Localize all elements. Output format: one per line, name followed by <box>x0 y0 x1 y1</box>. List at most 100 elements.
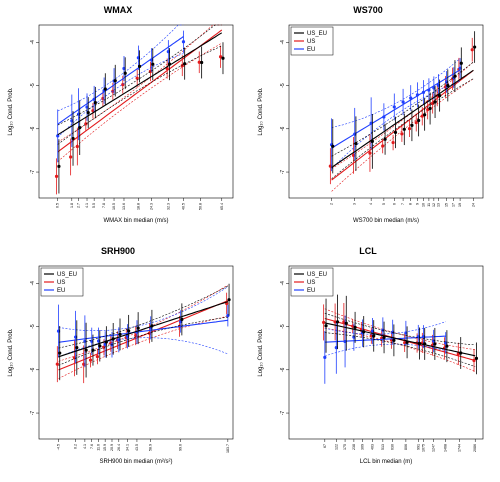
x-tick-label: 9 <box>415 203 419 205</box>
x-tick-label: 7.8 <box>102 203 106 208</box>
data-point-us <box>472 358 476 363</box>
ci-lower-eu <box>324 343 446 357</box>
x-tick-label: 806 <box>404 444 408 450</box>
data-point-us <box>88 358 93 362</box>
chart-panel-ws700: WS700 Log₁₀ Cond. Prob. WS700 bin median (… <box>258 5 484 224</box>
data-point-eu <box>415 93 420 97</box>
x-tick-label: 2.7 <box>77 203 81 208</box>
data-point-eu <box>323 355 327 359</box>
ci-upper-eu <box>324 321 446 335</box>
data-point-us_eu <box>103 87 107 91</box>
data-point-us_eu <box>86 111 90 115</box>
data-point-us_eu <box>91 348 95 352</box>
fit-line-eu <box>324 335 446 343</box>
data-point-eu <box>401 100 405 104</box>
y-axis-label: Log₁₀ Cond. Prob. <box>8 87 14 136</box>
data-point-us_eu <box>150 324 154 328</box>
data-point-us_eu <box>459 351 463 355</box>
data-point-us <box>400 132 404 136</box>
x-tick-label: 1075 <box>422 444 426 452</box>
data-point-us_eu <box>382 335 386 340</box>
x-tick-label: 8 <box>409 203 413 205</box>
x-tick-label: 10 <box>421 203 425 207</box>
data-point-us <box>135 76 139 80</box>
chart-title: SRH900 <box>101 246 135 256</box>
data-point-us <box>84 122 88 126</box>
data-point-us <box>381 144 385 148</box>
data-point-us_eu <box>331 144 335 148</box>
data-point-eu <box>409 96 413 100</box>
data-point-us_eu <box>111 337 115 341</box>
y-axis-label: Log₁₀ Cond. Prob. <box>258 328 264 377</box>
x-axis-label: SRH900 bin median (m²/s²) <box>99 459 172 465</box>
data-point-us <box>369 334 373 338</box>
data-point-us <box>218 55 223 59</box>
data-point-us <box>82 362 86 366</box>
data-point-us_eu <box>393 130 398 135</box>
data-point-eu <box>444 80 449 84</box>
legend-label-us: US <box>307 280 315 286</box>
x-tick-label: 309 <box>361 444 365 450</box>
x-tick-label: 122 <box>334 444 338 450</box>
data-point-us <box>407 126 412 131</box>
data-point-us_eu <box>423 113 427 117</box>
data-point-eu <box>382 115 386 119</box>
data-point-us_eu <box>433 100 437 104</box>
data-point-eu <box>334 345 338 350</box>
data-point-us_eu <box>438 94 442 98</box>
legend-label-us_eu: US_EU <box>57 272 77 278</box>
data-point-us_eu <box>392 338 396 342</box>
x-tick-label: 24 <box>471 203 475 207</box>
data-point-us_eu <box>405 340 409 344</box>
data-point-eu <box>56 134 60 138</box>
x-tick-label: 26.4 <box>117 444 121 451</box>
x-axis-label: WS700 bin median (m/s) <box>353 218 419 224</box>
y-tick-label: -5 <box>30 83 36 88</box>
data-point-us_eu <box>98 344 102 348</box>
data-point-us_eu <box>104 340 108 344</box>
data-point-us_eu <box>459 61 463 65</box>
x-tick-label: 67 <box>323 444 327 448</box>
data-point-eu <box>369 121 373 125</box>
data-point-us_eu <box>113 79 117 83</box>
data-point-us_eu <box>324 324 328 328</box>
ci-upper-eu <box>331 58 461 128</box>
data-point-eu <box>166 50 170 54</box>
legend-label-us: US <box>307 39 315 45</box>
data-point-eu <box>427 88 431 92</box>
data-point-us <box>54 174 59 178</box>
data-point-us_eu <box>474 356 479 360</box>
data-point-us_eu <box>183 62 187 66</box>
x-tick-label: 17 <box>452 203 456 207</box>
y-tick-label: -6 <box>30 126 36 131</box>
legend-label-eu: EU <box>57 288 65 294</box>
x-tick-label: 3 <box>353 203 357 205</box>
data-point-us_eu <box>428 106 432 111</box>
x-tick-label: 630 <box>391 444 395 450</box>
data-point-us_eu <box>335 320 340 324</box>
x-tick-label: 513 <box>381 444 385 450</box>
x-axis-label: WMAX bin median (m/s) <box>103 218 168 224</box>
data-point-us <box>55 362 59 366</box>
data-point-us <box>470 48 474 52</box>
x-tick-label: 43.5 <box>135 444 139 451</box>
x-tick-label: 403 <box>371 444 375 450</box>
data-point-us_eu <box>372 334 376 338</box>
fit-line-eu <box>57 36 184 125</box>
data-point-us_eu <box>200 60 204 65</box>
data-point-us <box>75 144 79 149</box>
data-point-us <box>342 320 346 324</box>
data-point-us <box>69 155 73 159</box>
x-tick-label: 1468 <box>444 444 448 452</box>
data-point-us <box>351 153 356 157</box>
ci-upper-us_eu <box>331 61 474 157</box>
data-point-us_eu <box>118 332 122 337</box>
data-point-us_eu <box>383 137 387 141</box>
x-tick-label: 10.5 <box>112 203 116 210</box>
x-tick-label: 20.9 <box>110 444 114 451</box>
data-point-eu <box>353 132 357 136</box>
y-tick-label: -7 <box>30 170 36 175</box>
x-tick-label: 238 <box>352 444 356 450</box>
fit-line-us <box>331 69 474 181</box>
legend-label-eu: EU <box>307 288 315 294</box>
